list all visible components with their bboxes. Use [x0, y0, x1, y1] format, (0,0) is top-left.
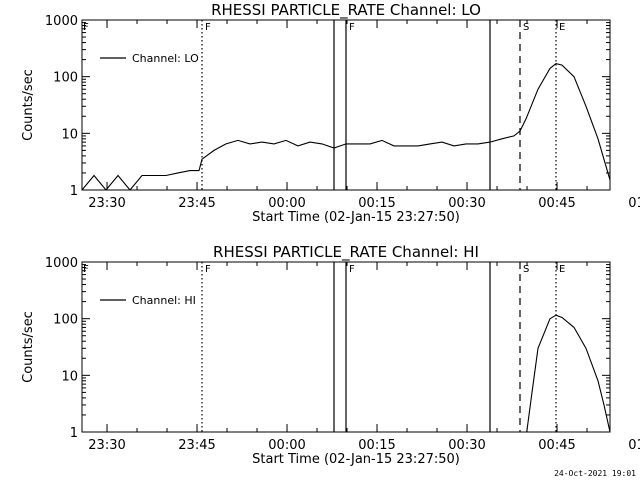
x-tick-label: 01:00	[628, 438, 640, 453]
y-tick-label: 1	[70, 426, 78, 441]
x-tick-label: 23:30	[88, 196, 125, 211]
chart-title: RHESSI PARTICLE_RATE Channel: LO	[211, 1, 481, 20]
x-tick-label: 23:30	[88, 438, 125, 453]
y-tick-label: 1000	[45, 14, 78, 29]
x-axis-label: Start Time (02-Jan-15 23:27:50)	[252, 452, 460, 467]
marker-label: F	[349, 264, 355, 275]
marker-label: F	[205, 264, 211, 275]
marker-label: S	[523, 264, 529, 275]
marker-label: F	[83, 264, 89, 275]
marker-label: F	[205, 22, 211, 33]
x-tick-label: 00:30	[448, 438, 485, 453]
x-tick-label: 00:15	[358, 196, 395, 211]
marker-label: E	[559, 264, 565, 275]
marker-label: F	[349, 22, 355, 33]
y-tick-label: 10	[61, 369, 78, 384]
marker-label: S	[523, 22, 529, 33]
x-tick-label: 00:45	[538, 438, 575, 453]
chart-panel-2: RHESSI PARTICLE_RATE Channel: HI 1 10 100 10…	[21, 243, 640, 467]
y-tick-label: 10	[61, 127, 78, 142]
x-tick-label: 00:45	[538, 196, 575, 211]
x-tick-label: 01:00	[628, 196, 640, 211]
x-tick-label: 00:00	[268, 196, 305, 211]
y-axis-label: Counts/sec	[21, 69, 36, 141]
x-tick-label: 00:00	[268, 438, 305, 453]
chart-panel-1: RHESSI PARTICLE_RATE Channel: LO 1 10 100 10…	[21, 1, 640, 225]
legend-entry: Channel: LO	[132, 52, 199, 65]
marker-label: E	[559, 22, 565, 33]
y-axis-label: Counts/sec	[21, 311, 36, 383]
marker-label: F	[83, 22, 89, 33]
legend-entry: Channel: HI	[132, 294, 196, 307]
x-tick-label: 23:45	[178, 196, 215, 211]
y-tick-label: 1000	[45, 256, 78, 271]
y-tick-label: 100	[53, 71, 78, 86]
x-tick-label: 23:45	[178, 438, 215, 453]
x-tick-label: 00:30	[448, 196, 485, 211]
y-tick-label: 100	[53, 313, 78, 328]
x-tick-label: 00:15	[358, 438, 395, 453]
chart-title: RHESSI PARTICLE_RATE Channel: HI	[213, 243, 479, 262]
data-series-line	[82, 63, 610, 190]
x-axis-label: Start Time (02-Jan-15 23:27:50)	[252, 210, 460, 225]
data-series-line	[526, 314, 610, 432]
footer-timestamp: 24-Oct-2021 19:01	[554, 469, 636, 478]
y-tick-label: 1	[70, 184, 78, 199]
